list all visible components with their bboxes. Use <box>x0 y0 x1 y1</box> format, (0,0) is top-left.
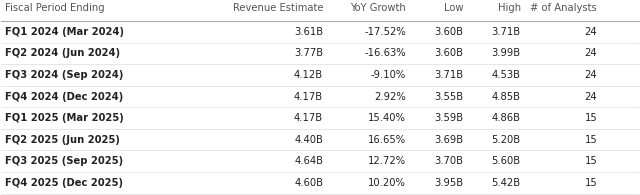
Text: FQ4 2024 (Dec 2024): FQ4 2024 (Dec 2024) <box>4 91 123 102</box>
Text: 3.60B: 3.60B <box>435 27 463 37</box>
Text: 3.60B: 3.60B <box>435 48 463 58</box>
Text: 24: 24 <box>584 48 597 58</box>
Text: 12.72%: 12.72% <box>368 156 406 166</box>
Text: 4.53B: 4.53B <box>492 70 521 80</box>
Text: 3.59B: 3.59B <box>435 113 463 123</box>
Text: 5.20B: 5.20B <box>492 135 521 145</box>
Text: 4.17B: 4.17B <box>294 113 323 123</box>
Text: 4.40B: 4.40B <box>294 135 323 145</box>
Text: FQ2 2025 (Jun 2025): FQ2 2025 (Jun 2025) <box>4 135 120 145</box>
Text: FQ4 2025 (Dec 2025): FQ4 2025 (Dec 2025) <box>4 178 123 188</box>
Text: 3.69B: 3.69B <box>435 135 463 145</box>
Text: FQ3 2025 (Sep 2025): FQ3 2025 (Sep 2025) <box>4 156 123 166</box>
Text: YoY Growth: YoY Growth <box>350 3 406 13</box>
Text: 4.64B: 4.64B <box>294 156 323 166</box>
Text: 4.85B: 4.85B <box>492 91 521 102</box>
Text: 15: 15 <box>584 156 597 166</box>
Text: 15: 15 <box>584 178 597 188</box>
Text: 3.99B: 3.99B <box>492 48 521 58</box>
Text: FQ3 2024 (Sep 2024): FQ3 2024 (Sep 2024) <box>4 70 123 80</box>
Text: Revenue Estimate: Revenue Estimate <box>233 3 323 13</box>
Text: FQ2 2024 (Jun 2024): FQ2 2024 (Jun 2024) <box>4 48 120 58</box>
Text: 3.71B: 3.71B <box>492 27 521 37</box>
Text: -16.63%: -16.63% <box>364 48 406 58</box>
Text: 10.20%: 10.20% <box>368 178 406 188</box>
Text: 24: 24 <box>584 91 597 102</box>
Text: 4.17B: 4.17B <box>294 91 323 102</box>
Text: 15.40%: 15.40% <box>368 113 406 123</box>
Text: 4.12B: 4.12B <box>294 70 323 80</box>
Text: 4.60B: 4.60B <box>294 178 323 188</box>
Text: -17.52%: -17.52% <box>364 27 406 37</box>
Text: 5.60B: 5.60B <box>492 156 521 166</box>
Text: FQ1 2025 (Mar 2025): FQ1 2025 (Mar 2025) <box>4 113 124 123</box>
Text: 5.42B: 5.42B <box>492 178 521 188</box>
Text: 24: 24 <box>584 70 597 80</box>
Text: -9.10%: -9.10% <box>371 70 406 80</box>
Text: High: High <box>497 3 521 13</box>
Text: 15: 15 <box>584 135 597 145</box>
Text: # of Analysts: # of Analysts <box>531 3 597 13</box>
Text: FQ1 2024 (Mar 2024): FQ1 2024 (Mar 2024) <box>4 27 124 37</box>
Text: 3.95B: 3.95B <box>435 178 463 188</box>
Text: Fiscal Period Ending: Fiscal Period Ending <box>4 3 104 13</box>
Text: 15: 15 <box>584 113 597 123</box>
Text: Low: Low <box>444 3 463 13</box>
Text: 3.55B: 3.55B <box>435 91 463 102</box>
Text: 2.92%: 2.92% <box>374 91 406 102</box>
Text: 24: 24 <box>584 27 597 37</box>
Text: 4.86B: 4.86B <box>492 113 521 123</box>
Text: 3.61B: 3.61B <box>294 27 323 37</box>
Text: 16.65%: 16.65% <box>368 135 406 145</box>
Text: 3.71B: 3.71B <box>435 70 463 80</box>
Text: 3.77B: 3.77B <box>294 48 323 58</box>
Text: 3.70B: 3.70B <box>435 156 463 166</box>
